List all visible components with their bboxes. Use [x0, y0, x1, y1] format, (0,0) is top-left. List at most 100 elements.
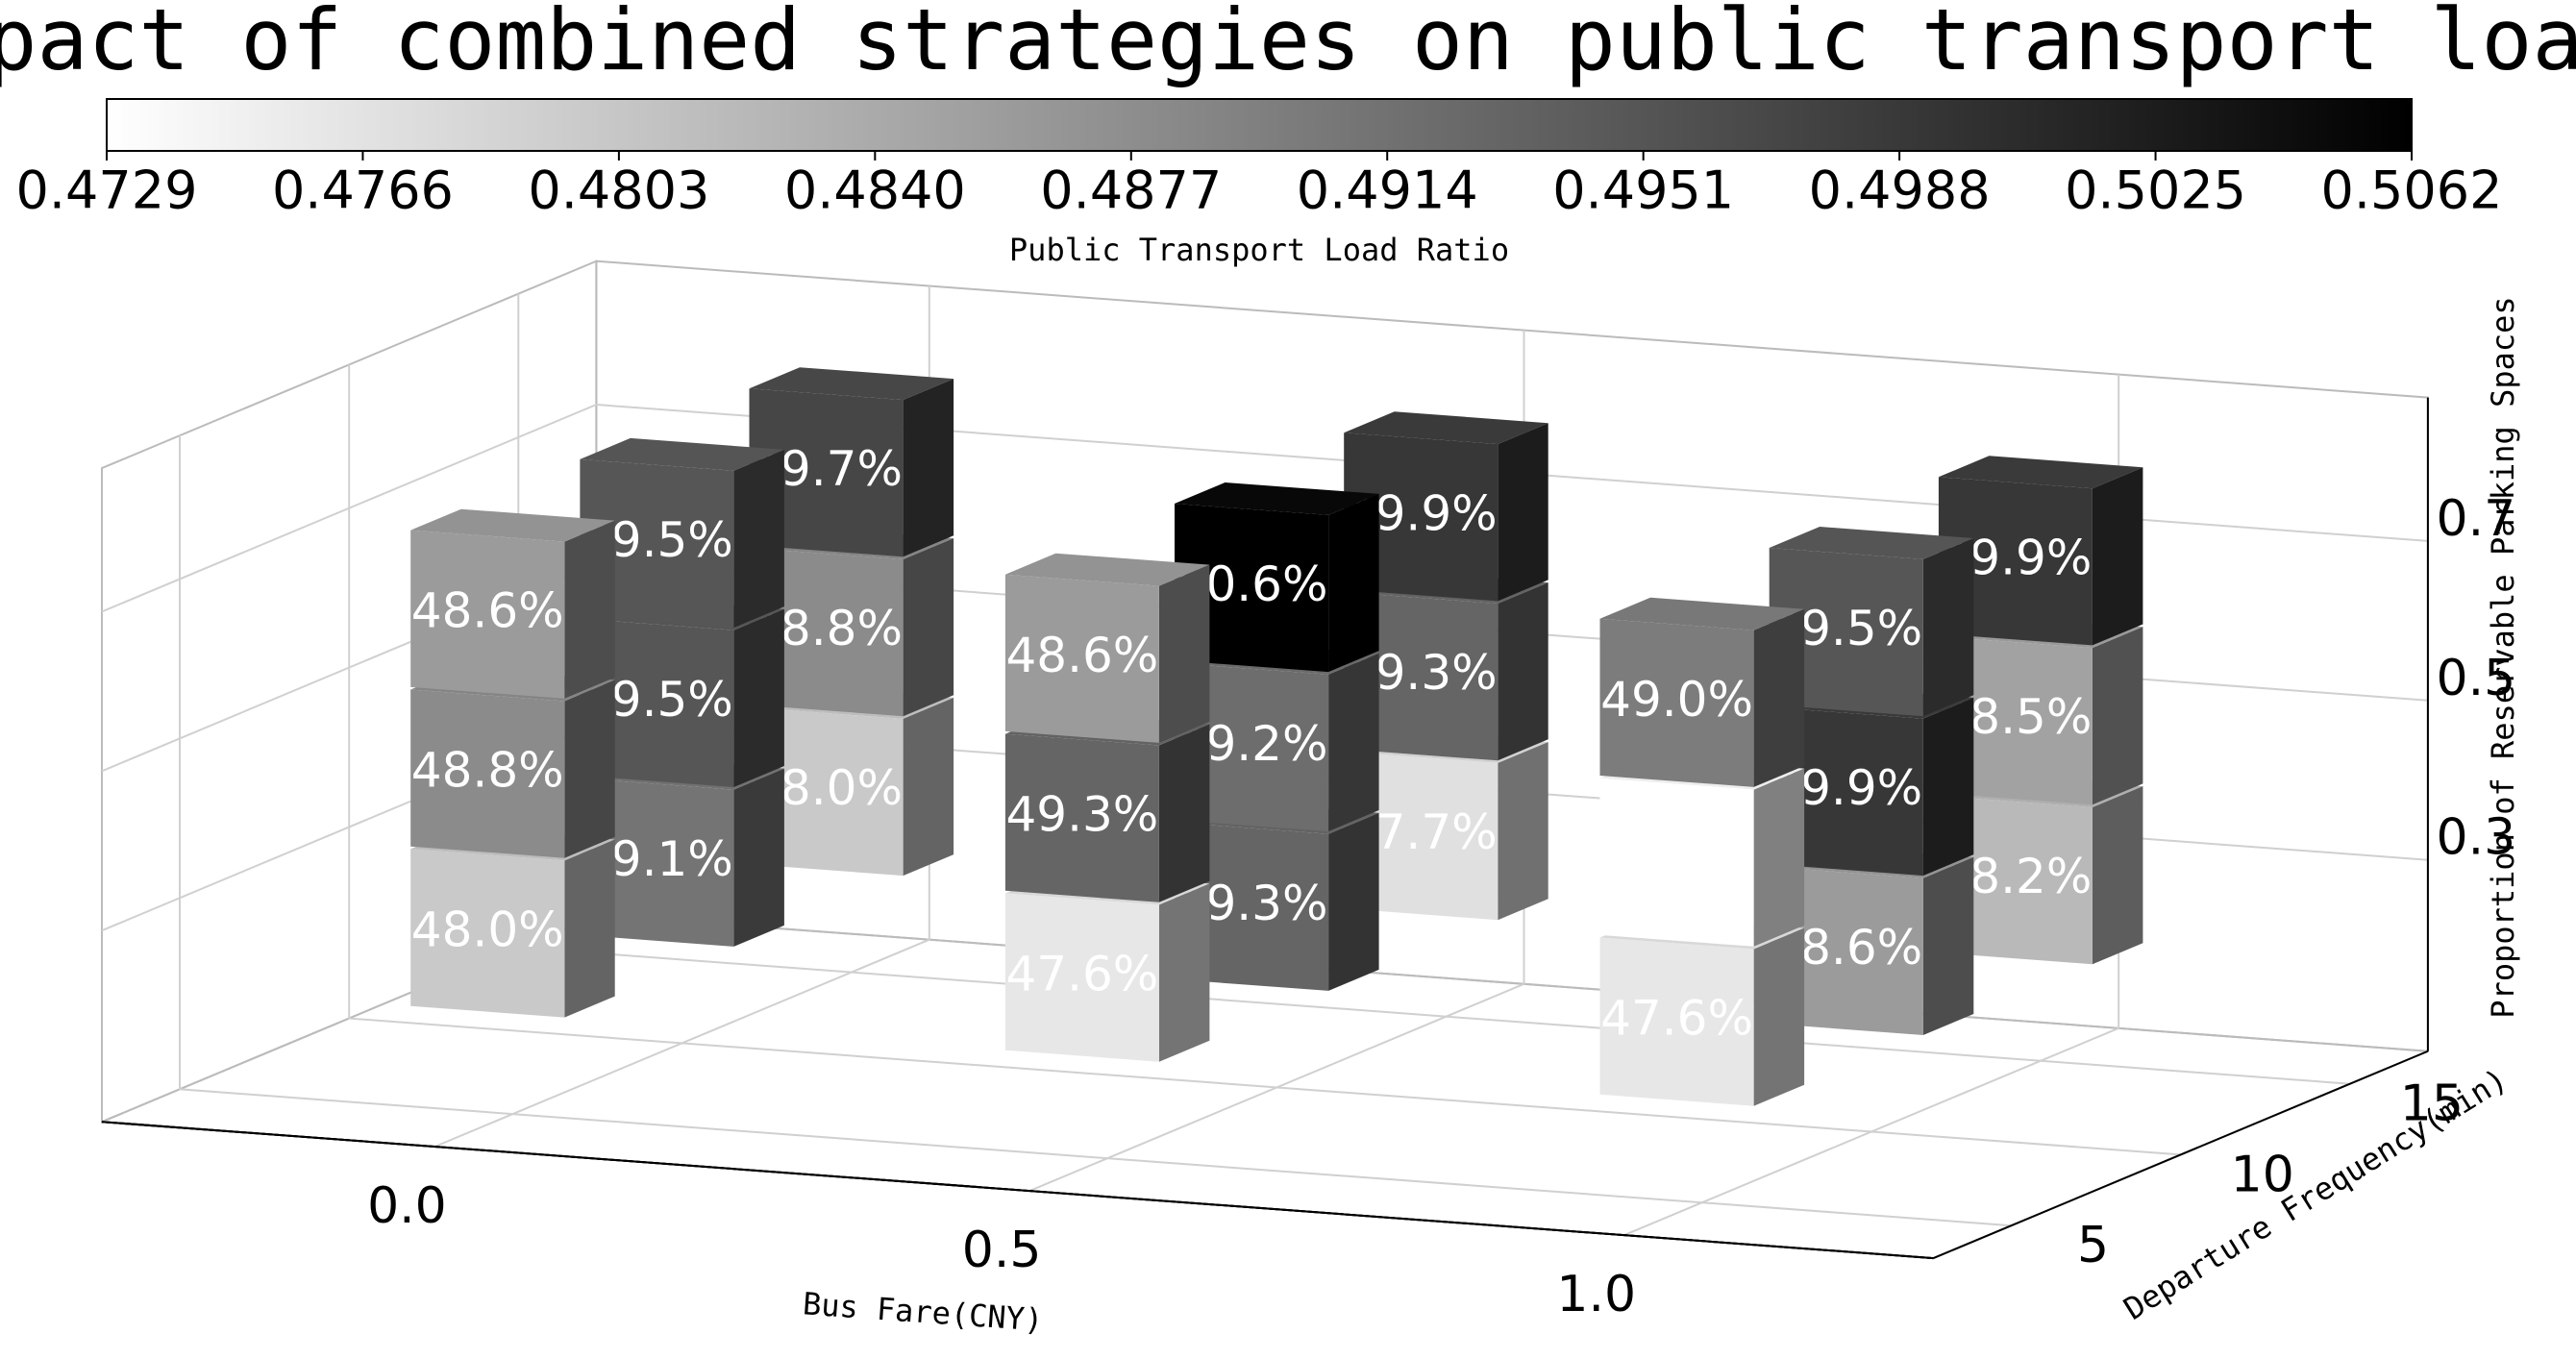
bar-cube: 49.5% [580, 437, 784, 629]
cube-right-face [1753, 608, 1805, 787]
cube-front-face [749, 548, 904, 717]
cube-top-face [1599, 597, 1805, 630]
cube-top-face [1004, 553, 1210, 586]
cube-front-face [1599, 618, 1754, 787]
bar-cube: 48.8% [410, 668, 615, 858]
x-axis-label: Bus Fare(CNY) [802, 1285, 1044, 1338]
cube-right-face [733, 768, 784, 947]
cube-front-face [580, 778, 734, 947]
bar-cube: 47.6% [1599, 916, 1805, 1106]
cube-front-face [1769, 706, 1923, 877]
cube-top-face [749, 367, 954, 401]
cube-right-face [903, 538, 954, 717]
bar-cube: 47.3% [1599, 756, 1805, 947]
bar-cube: 48.6% [1769, 845, 1974, 1035]
cube-front-face [1938, 477, 2093, 646]
grid-line [101, 403, 2428, 613]
cube-top-face [580, 437, 784, 471]
cube-top-face [1344, 411, 1548, 445]
cube-right-face [1328, 812, 1379, 991]
cube-value-label: 47.6% [1005, 947, 1158, 1002]
bar-cube: 49.7% [749, 367, 954, 557]
cube-value-label: 49.3% [1005, 787, 1158, 843]
colorbar-tick-label: 0.4729 [16, 161, 198, 221]
z-tick-label: 0.3 [2437, 809, 2516, 867]
cube-front-face [1769, 548, 1923, 717]
z-axis-label: Proportion of Reservable Parking Spaces [2485, 296, 2521, 1018]
cube-front-face [410, 689, 565, 858]
cube-front-face [1175, 504, 1329, 673]
cube-front-face [1769, 866, 1923, 1035]
cube-front-face [1344, 592, 1499, 761]
chart-title: Impact of combined strategies on public … [0, 0, 2576, 89]
bar-cube: 48.6% [1004, 553, 1210, 743]
cube-top-face [410, 508, 615, 542]
cube-right-face [1158, 724, 1210, 902]
cube-value-label: 48.6% [1005, 628, 1158, 683]
cube-front-face [1344, 432, 1499, 602]
cube-front-face [580, 618, 734, 787]
colorbar-tick-label: 0.5025 [2065, 161, 2246, 221]
bar-cube: 48.0% [410, 828, 615, 1018]
cube-right-face [1498, 742, 1548, 921]
cube-right-face [564, 680, 615, 858]
cube-right-face [2092, 467, 2143, 646]
bar-cube: 47.6% [1004, 872, 1210, 1062]
cube-right-face [1922, 856, 1974, 1035]
cube-value-label: 48.6% [411, 583, 564, 639]
cube-right-face [1328, 493, 1379, 673]
cube-right-face [1158, 564, 1210, 743]
cube-front-face [1599, 937, 1754, 1106]
cube-right-face [1753, 768, 1805, 947]
cube-front-face [749, 388, 904, 557]
cube-front-face [749, 707, 904, 877]
cube-front-face [1175, 662, 1329, 831]
cube-right-face [1498, 423, 1548, 602]
grid-line [348, 364, 2181, 1156]
cube-right-face [1922, 538, 1974, 717]
bar-cube: 49.0% [1599, 597, 1805, 787]
cube-front-face [1599, 778, 1754, 947]
cube-right-face [1498, 582, 1548, 761]
cube-right-face [2092, 786, 2143, 965]
bar-cube: 49.3% [1004, 712, 1210, 902]
cube-value-label: 49.0% [1600, 672, 1753, 728]
y-tick-label: 15 [2400, 1075, 2464, 1133]
cube-front-face [1004, 893, 1159, 1062]
cube-top-face [1175, 482, 1379, 515]
colorbar [106, 98, 2413, 152]
cube-value-label: 48.8% [411, 743, 564, 799]
cube-front-face [1004, 574, 1159, 743]
x-tick-label: 1.0 [1556, 1266, 1636, 1323]
x-axis-line [101, 1121, 1934, 1260]
colorbar-tick-label: 0.4951 [1552, 161, 1734, 221]
z-tick-label: 0.7 [2437, 490, 2516, 548]
cube-right-face [1158, 883, 1210, 1062]
colorbar-tick-label: 0.4803 [528, 161, 709, 221]
x-tick-label: 0.5 [962, 1222, 1042, 1279]
cube-right-face [2092, 627, 2143, 805]
cube-top-face [1938, 456, 2143, 489]
y-axis-line [1933, 1050, 2429, 1260]
colorbar-tick-label: 0.4840 [784, 161, 966, 221]
cubes: 48.0%48.8%49.7%47.7%49.3%49.9%48.2%48.5%… [410, 367, 2143, 1106]
cube-value-label: 47.6% [1600, 991, 1753, 1047]
grid-line [179, 435, 2012, 1227]
cube-right-face [903, 379, 954, 557]
y-tick-label: 5 [2077, 1217, 2109, 1274]
colorbar-tick-label: 0.4988 [1809, 161, 1991, 221]
colorbar-label: Public Transport Load Ratio [1009, 232, 1509, 268]
cube-front-face [1344, 752, 1499, 921]
cube-front-face [1938, 636, 2093, 805]
y-tick-label: 10 [2231, 1146, 2294, 1203]
cube-front-face [410, 530, 565, 699]
bar-cube: 49.5% [1769, 527, 1974, 717]
bar-cube: 48.6% [410, 508, 615, 699]
cube-value-label: 48.0% [411, 902, 564, 958]
cube-right-face [1922, 697, 1974, 877]
cube-right-face [564, 520, 615, 699]
cube-right-face [564, 839, 615, 1018]
colorbar-tick-label: 0.4914 [1297, 161, 1478, 221]
x-tick-label: 0.0 [367, 1177, 447, 1235]
